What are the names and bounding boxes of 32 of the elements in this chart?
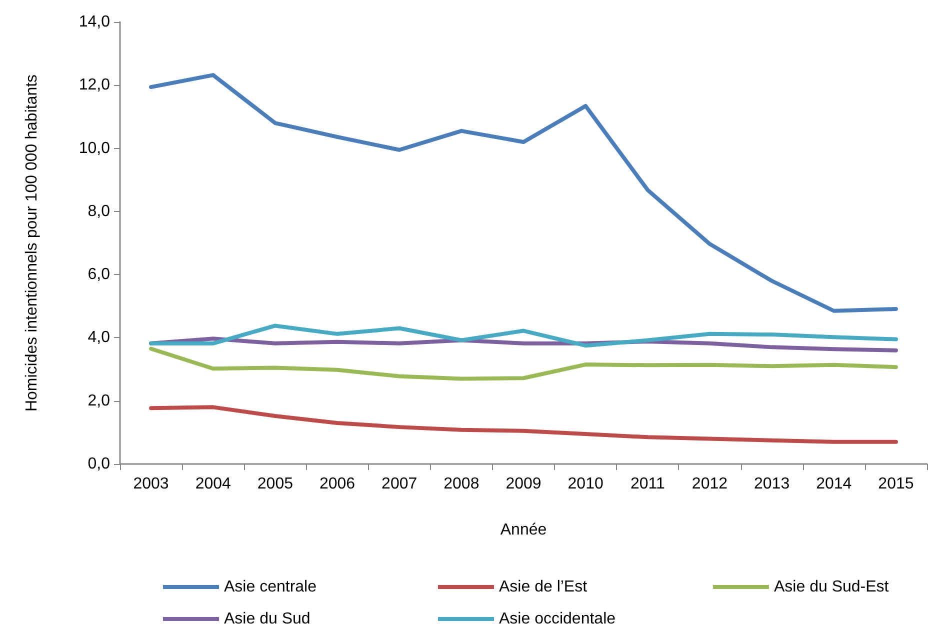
line-series [149,324,898,348]
y-tick-label: 14,0 [78,14,110,30]
legend-label: Asie centrale [224,578,317,596]
x-tick-label: 2008 [444,476,480,492]
x-tick-label: 2006 [319,476,356,492]
x-tick-label: 2013 [754,476,790,492]
legend-label: Asie de l’Est [499,578,588,596]
y-tick-label: 6,0 [88,266,110,284]
x-tick-label: 2010 [568,476,604,492]
y-tick-label: 0,0 [88,456,110,472]
x-tick-label: 2009 [506,476,542,492]
x-axis-title: Année [500,522,547,538]
x-tick-label: 2015 [878,476,914,492]
x-tick-label: 2003 [133,476,169,492]
line-series [149,73,898,313]
line-series [149,346,898,381]
legend-label: Asie du Sud [224,610,310,628]
line-series [149,405,898,444]
y-tick-label: 8,0 [88,202,110,220]
x-tick-label: 2014 [816,476,852,492]
y-axis-title: Homicides intentionnels pour 100 000 habitants [24,74,40,412]
x-tick-label: 2011 [630,476,665,492]
x-tick-label: 2012 [692,476,728,492]
y-tick-label: 12,0 [78,76,110,94]
y-tick-label: 4,0 [88,329,110,346]
x-tick-label: 2007 [382,476,418,492]
y-tick-label: 10,0 [78,140,110,157]
y-tick-label: 2,0 [88,392,110,410]
legend-label: Asie du Sud-Est [774,578,890,596]
x-tick-label: 2005 [257,476,294,492]
x-tick-label: 2004 [195,476,232,492]
legend-label: Asie occidentale [499,610,616,628]
